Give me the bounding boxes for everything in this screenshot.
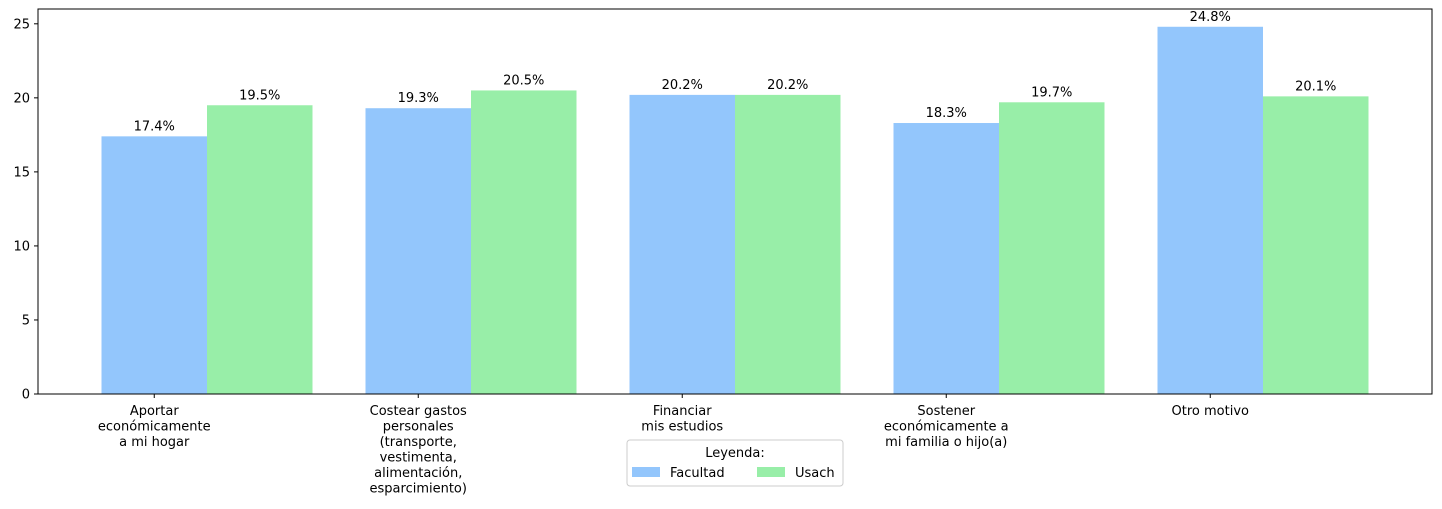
bar-usach-0 xyxy=(207,105,313,394)
data-label-facultad-1: 19.3% xyxy=(398,91,439,106)
data-label-facultad-2: 20.2% xyxy=(662,78,703,93)
y-tick-label-5: 5 xyxy=(22,313,30,328)
y-tick-label-15: 15 xyxy=(13,165,30,180)
bar-usach-2 xyxy=(735,94,841,394)
data-label-usach-2: 20.2% xyxy=(767,78,808,93)
bar-facultad-1 xyxy=(365,108,471,394)
bar-facultad-3 xyxy=(893,123,999,395)
data-label-usach-0: 19.5% xyxy=(239,88,280,103)
data-label-usach-3: 19.7% xyxy=(1031,85,1072,100)
data-label-facultad-3: 18.3% xyxy=(926,106,967,121)
series-facultad: 17.4% 19.3% 20.2% 18.3% 24.8% xyxy=(101,10,1263,395)
data-label-facultad-4: 24.8% xyxy=(1190,10,1231,25)
y-tick-label-20: 20 xyxy=(13,91,30,106)
bar-facultad-2 xyxy=(629,94,735,394)
bar-usach-3 xyxy=(999,102,1105,395)
bar-usach-4 xyxy=(1263,96,1369,394)
x-tick-label-1: Costear gastos personales (transporte, vest… xyxy=(370,404,468,497)
bar-facultad-0 xyxy=(101,136,207,394)
y-tick-label-25: 25 xyxy=(13,17,30,32)
legend-label-usach: Usach xyxy=(795,466,835,481)
x-tick-label-4: Otro motivo xyxy=(1172,404,1249,419)
x-tick-label-2: Financiar mis estudios xyxy=(641,404,723,435)
legend-box xyxy=(626,439,844,487)
data-label-facultad-0: 17.4% xyxy=(134,119,175,134)
data-label-usach-4: 20.1% xyxy=(1295,79,1336,94)
data-label-usach-1: 20.5% xyxy=(503,73,544,88)
legend: Leyenda: Facultad Usach xyxy=(626,439,844,487)
legend-label-facultad: Facultad xyxy=(670,466,725,481)
legend-title: Leyenda: xyxy=(705,446,765,461)
x-tick-label-3: Sostener económicamente a mi familia o hij… xyxy=(884,404,1009,450)
plot-frame xyxy=(37,8,1433,395)
y-tick-label-0: 0 xyxy=(22,388,30,403)
y-tick-label-10: 10 xyxy=(13,239,30,254)
bar-facultad-4 xyxy=(1157,26,1263,395)
legend-swatch-usach xyxy=(757,467,785,477)
bar-usach-1 xyxy=(471,90,577,394)
series-usach: 19.5% 20.5% 20.2% 19.7% 20.1% xyxy=(207,73,1369,395)
x-tick-label-0: Aportar económicamente a mi hogar xyxy=(98,404,211,450)
legend-swatch-facultad xyxy=(632,467,660,477)
